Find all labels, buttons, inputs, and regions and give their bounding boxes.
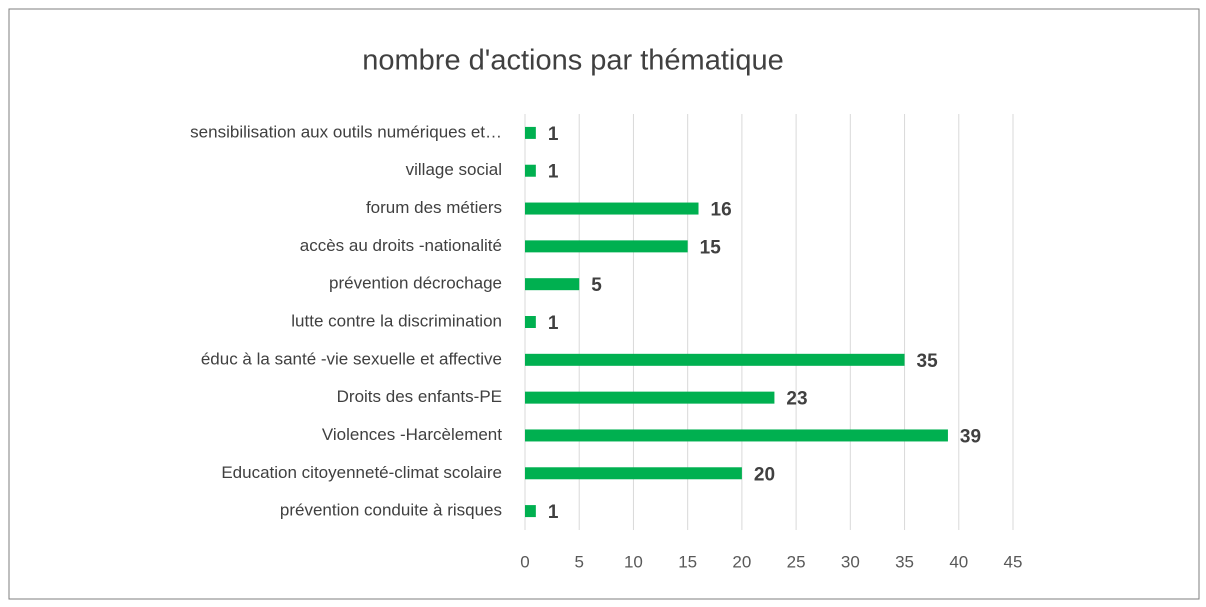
bar — [525, 467, 742, 480]
chart-frame — [8, 8, 1200, 600]
data-label: 5 — [591, 275, 602, 296]
bar — [525, 316, 536, 328]
y-tick-label: prévention décrochage — [329, 274, 502, 293]
bar — [525, 126, 536, 139]
x-tick-label: 5 — [574, 552, 583, 571]
x-tick-label: 35 — [895, 552, 914, 571]
bar — [525, 164, 536, 177]
y-tick-label: éduc à la santé -vie sexuelle et affecti… — [201, 349, 502, 368]
data-label: 23 — [786, 389, 807, 410]
bar — [525, 240, 688, 253]
y-tick-label: lutte contre la discrimination — [291, 311, 502, 330]
bar — [525, 353, 905, 366]
x-tick-label: 0 — [520, 552, 529, 571]
y-tick-label: forum des métiers — [366, 198, 502, 217]
bar — [525, 202, 699, 215]
data-label: 20 — [754, 464, 775, 485]
x-tick-label: 45 — [1004, 552, 1023, 571]
bar — [525, 391, 775, 404]
chart-title: nombre d'actions par thématique — [362, 45, 783, 77]
x-tick-label: 40 — [949, 552, 968, 571]
y-tick-label: Education citoyenneté-climat scolaire — [221, 463, 502, 482]
y-tick-label: Droits des enfants-PE — [337, 387, 502, 406]
x-tick-label: 25 — [787, 552, 806, 571]
x-tick-label: 10 — [624, 552, 643, 571]
y-tick-label: prévention conduite à risques — [280, 501, 502, 520]
data-label: 1 — [548, 162, 559, 183]
data-label: 39 — [960, 426, 981, 447]
y-tick-label: village social — [406, 160, 502, 179]
bar — [525, 429, 948, 442]
x-tick-label: 30 — [841, 552, 860, 571]
data-label: 16 — [711, 200, 732, 221]
x-tick-label: 20 — [732, 552, 751, 571]
data-label: 15 — [700, 237, 722, 258]
y-tick-label: accès au droits -nationalité — [300, 236, 502, 255]
data-label: 35 — [917, 351, 939, 372]
y-tick-label: Violences -Harcèlement — [322, 425, 502, 444]
bar — [525, 505, 536, 518]
data-label: 1 — [548, 502, 559, 523]
data-label: 1 — [548, 313, 559, 334]
x-tick-label: 15 — [678, 552, 697, 571]
data-label: 1 — [548, 124, 559, 145]
bar — [525, 278, 580, 291]
y-tick-label: sensibilisation aux outils numériques et… — [190, 122, 502, 141]
